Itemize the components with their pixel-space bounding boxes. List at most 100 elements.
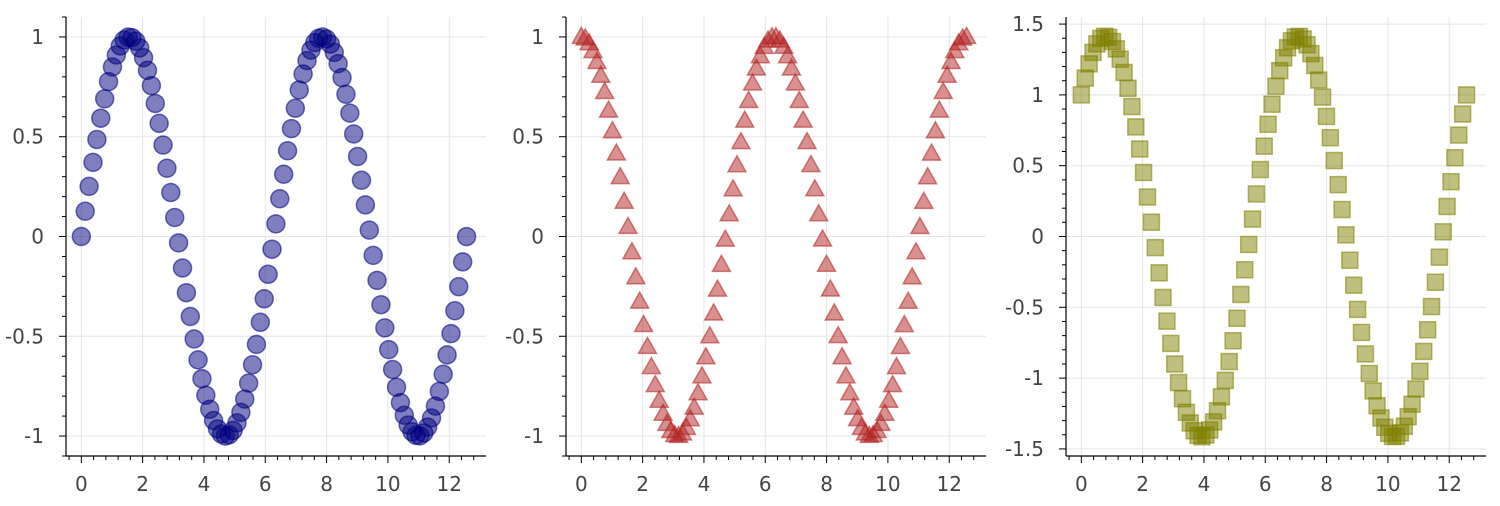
data-point-circle — [192, 368, 212, 389]
x-tick-label: 12 — [436, 472, 461, 496]
data-point-triangle — [722, 178, 744, 197]
y-tick-label: 1 — [31, 25, 44, 49]
y-tick-label: 0.5 — [512, 125, 544, 149]
y-tick-label: -1 — [24, 424, 44, 448]
data-point-circle — [347, 146, 368, 167]
data-point-triangle — [843, 396, 864, 415]
data-point-square — [1169, 373, 1188, 392]
data-point-triangle — [940, 51, 962, 70]
data-point-circle — [367, 270, 387, 291]
data-point-triangle — [750, 45, 771, 64]
data-point-triangle — [738, 90, 759, 109]
data-point-triangle — [878, 389, 900, 409]
data-point-triangle — [831, 346, 853, 365]
x-tick-label: 0 — [75, 472, 88, 496]
data-point-square — [1150, 264, 1168, 282]
data-point-square — [1426, 273, 1445, 291]
data-point-circle — [285, 98, 306, 119]
data-point-circle — [289, 80, 309, 100]
data-point-circle — [281, 118, 302, 139]
data-point-square — [1457, 86, 1476, 104]
data-point-square — [1352, 323, 1371, 342]
data-point-triangle — [804, 178, 826, 197]
data-point-triangle — [917, 166, 938, 185]
data-point-circle — [371, 294, 391, 315]
data-point-triangle — [905, 241, 927, 260]
data-point-square — [1119, 79, 1137, 98]
data-point-circle — [445, 300, 465, 321]
y-tick-label: 1 — [531, 25, 544, 49]
data-point-square — [1446, 148, 1464, 167]
data-point-square — [1411, 362, 1429, 381]
data-point-circle — [378, 339, 399, 360]
x-tick-label: 8 — [820, 472, 833, 496]
chart-panel-1: 0 2 4 6 8 10 12 -1 -0.5 0 0.5 1 — [5, 16, 486, 496]
data-point-circle — [332, 67, 352, 88]
data-point-square — [1415, 342, 1433, 361]
data-point-circle — [433, 364, 453, 385]
data-point-circle — [141, 75, 162, 96]
data-point-triangle — [882, 374, 903, 393]
data-point-square — [1337, 226, 1355, 244]
data-point-triangle — [901, 266, 923, 285]
data-point-square — [1450, 126, 1468, 144]
data-point-triangle — [909, 215, 931, 235]
data-point-triangle — [808, 203, 829, 222]
y-tick-label: -0.5 — [1005, 295, 1044, 319]
y-tick-label: -1 — [524, 424, 544, 448]
chart-panel-2: 0 2 4 6 8 10 12 -1 -0.5 0 0.5 1 — [505, 16, 986, 496]
data-point-square — [1321, 128, 1340, 147]
y-tick-label: 0 — [1031, 225, 1044, 249]
data-point-circle — [71, 226, 92, 247]
y-tick-label: 0.5 — [12, 125, 44, 149]
data-point-circle — [157, 158, 177, 178]
data-point-circle — [79, 176, 99, 197]
data-point-circle — [359, 220, 380, 240]
data-point-triangle — [897, 290, 919, 309]
data-point-square — [1243, 210, 1262, 228]
data-point-triangle — [613, 190, 635, 209]
data-point-circle — [437, 345, 457, 365]
data-point-circle — [180, 306, 201, 327]
data-point-square — [1146, 238, 1165, 257]
data-point-circle — [83, 152, 103, 173]
data-point-square — [1360, 364, 1379, 383]
x-tick-label: 12 — [936, 472, 961, 496]
data-point-triangle — [637, 335, 658, 355]
data-point-circle — [266, 214, 286, 234]
data-point-triangle — [820, 278, 841, 297]
x-tick-label: 6 — [1259, 472, 1272, 496]
data-point-circle — [441, 323, 461, 344]
data-point-square — [1442, 172, 1460, 191]
data-point-triangle — [644, 374, 666, 393]
data-point-square — [1247, 185, 1266, 203]
x-tick-label: 4 — [1198, 472, 1211, 496]
data-point-triangle — [812, 228, 833, 247]
data-point-circle — [449, 276, 469, 297]
data-point-triangle — [742, 72, 763, 91]
data-point-square — [1306, 56, 1324, 75]
data-point-square — [1341, 251, 1359, 269]
data-point-triangle — [870, 412, 892, 432]
data-point-triangle — [874, 402, 896, 422]
data-point-triangle — [788, 89, 810, 109]
data-point-triangle — [648, 389, 670, 409]
data-point-circle — [382, 359, 403, 380]
data-point-square — [1333, 200, 1351, 219]
data-point-square — [1130, 140, 1149, 158]
data-point-triangle — [718, 203, 740, 222]
data-point-square — [1309, 71, 1328, 89]
data-point-square — [1232, 285, 1250, 304]
data-point-triangle — [594, 80, 615, 100]
data-point-square — [1263, 95, 1281, 113]
data-point-triangle — [707, 278, 728, 297]
data-point-triangle — [617, 215, 639, 235]
data-point-square — [1430, 248, 1449, 266]
data-point-square — [1348, 300, 1367, 319]
data-point-circle — [273, 164, 294, 185]
data-point-circle — [355, 195, 376, 215]
data-point-triangle — [956, 25, 977, 45]
data-point-circle — [336, 84, 356, 104]
data-point-circle — [277, 141, 298, 161]
data-point-triangle — [590, 64, 612, 83]
